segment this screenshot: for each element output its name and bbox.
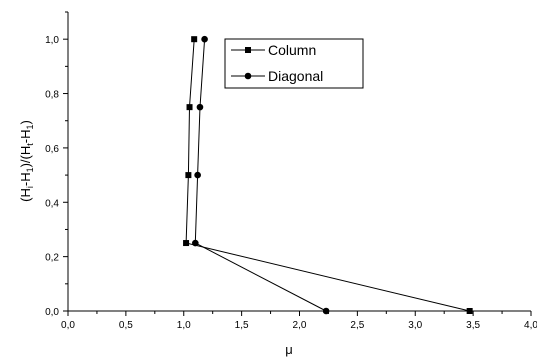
x-tick-label: 3,0	[408, 320, 422, 331]
x-tick-label: 1,0	[177, 320, 191, 331]
y-axis-title-subscript: i	[25, 186, 35, 188]
x-tick-label: 3,5	[466, 320, 480, 331]
series-layer	[183, 35, 473, 315]
x-tick-label: 0,0	[61, 320, 75, 331]
legend-marker-circle	[244, 72, 252, 80]
x-axis-title: μ	[285, 342, 293, 357]
y-axis-title-part: -H	[18, 172, 33, 186]
data-point-diagonal	[194, 171, 201, 179]
x-ticks: 0,0 0,5 1,0 1,5 2,0 2,5 3,0 3,5 4,0	[61, 311, 537, 331]
y-axis-title-part: )	[18, 120, 33, 124]
y-axis-title-part: )/(H	[18, 146, 33, 168]
y-axis-title-subscript: 1	[25, 124, 35, 129]
legend-marker-square	[245, 47, 251, 53]
y-tick-label: 0,6	[45, 144, 59, 155]
y-tick-label: 0,4	[45, 198, 59, 209]
data-point-column	[191, 36, 198, 43]
y-axis-title-part: -H	[18, 130, 33, 144]
data-point-column	[183, 240, 190, 247]
x-tick-label: 1,5	[235, 320, 249, 331]
y-tick-label: 0,8	[45, 90, 59, 101]
legend-label-column: Column	[268, 42, 316, 58]
data-point-diagonal	[196, 103, 204, 111]
legend: Column Diagonal	[224, 38, 364, 89]
data-point-column	[466, 308, 473, 314]
data-point-column	[186, 104, 193, 111]
y-ticks: 0,0 0,2 0,4 0,6 0,8 1,0	[45, 11, 68, 318]
x-tick-label: 2,0	[293, 320, 307, 331]
y-tick-label: 0,2	[45, 253, 59, 264]
x-tick-label: 2,5	[350, 320, 364, 331]
y-tick-label: 0,0	[45, 307, 59, 318]
legend-label-diagonal: Diagonal	[268, 68, 323, 84]
y-axis-title-subscript: 1	[25, 167, 35, 172]
x-tick-label: 0,5	[119, 320, 133, 331]
data-point-diagonal	[322, 307, 330, 315]
data-point-diagonal	[201, 35, 208, 43]
data-point-diagonal	[192, 239, 199, 247]
y-axis-title-subscript: t	[25, 143, 35, 146]
data-point-column	[185, 172, 192, 179]
x-tick-label: 4,0	[524, 320, 537, 331]
y-axis-title-part: (H	[18, 188, 33, 202]
y-tick-label: 1,0	[45, 35, 59, 46]
y-axis-title: (Hi-H1)/(Ht-H1)	[18, 120, 35, 202]
